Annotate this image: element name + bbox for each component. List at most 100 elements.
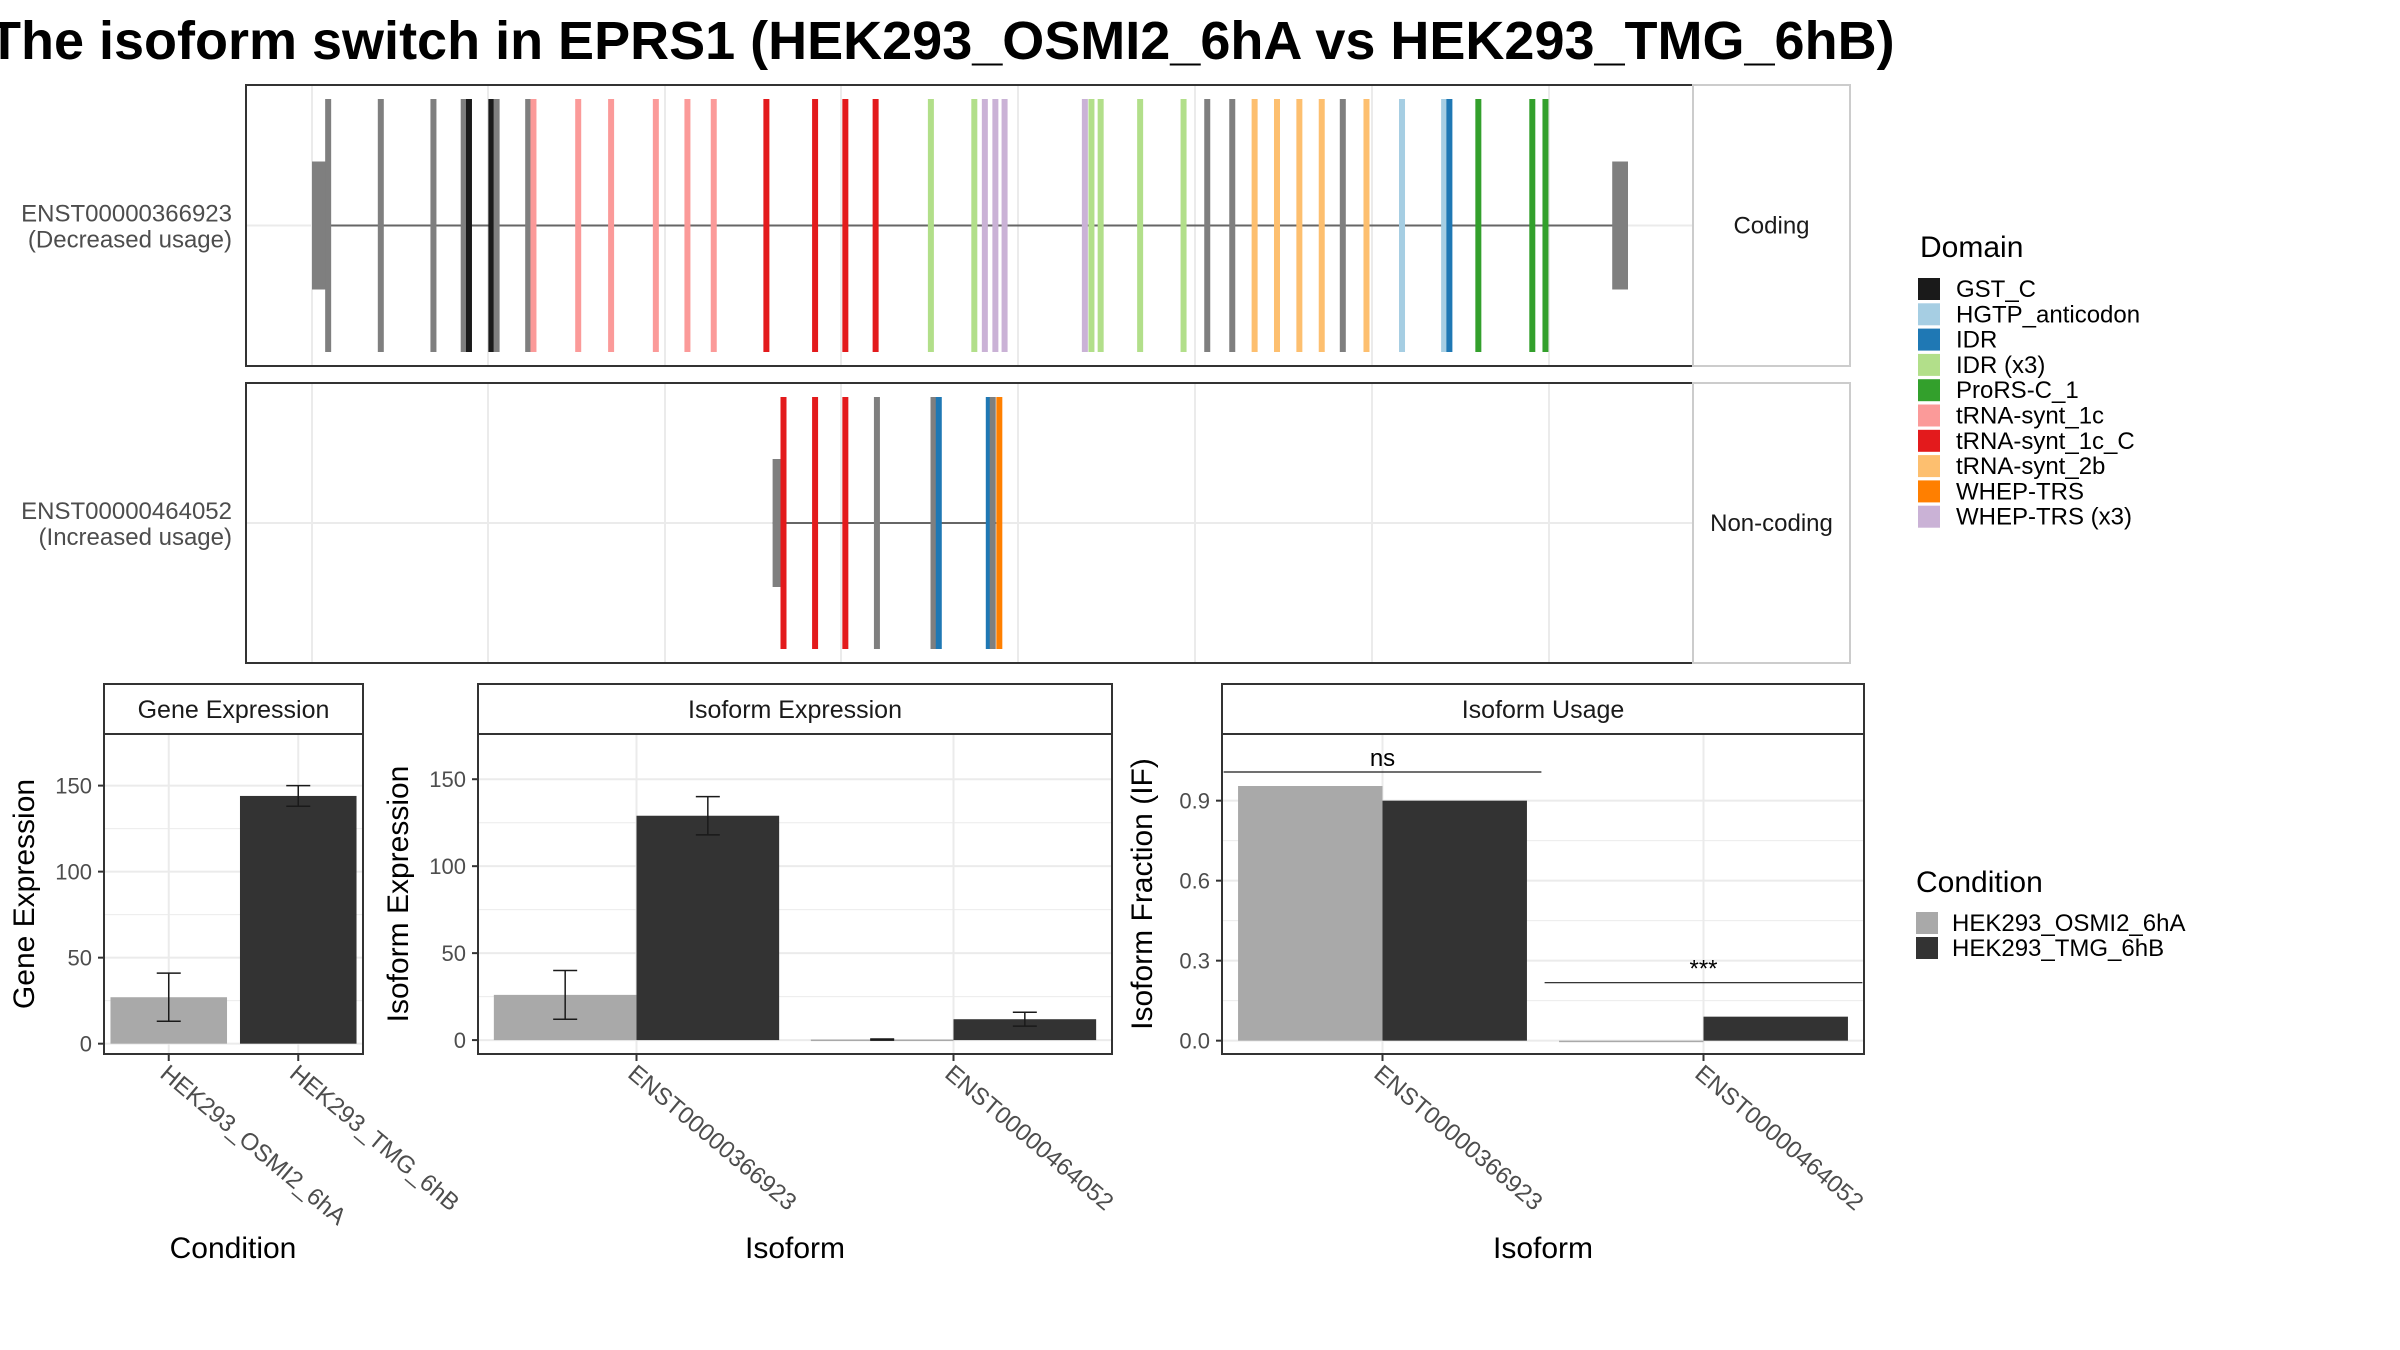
exon-block bbox=[1137, 99, 1144, 352]
strip-panel bbox=[1692, 382, 1851, 664]
exon-block bbox=[971, 99, 978, 352]
bar bbox=[1238, 786, 1383, 1041]
exon-block bbox=[1273, 99, 1280, 352]
exon-block bbox=[652, 99, 659, 352]
exon-block bbox=[493, 99, 500, 352]
condition-legend-title: Condition bbox=[1916, 866, 2043, 899]
exon-block bbox=[1296, 99, 1303, 352]
y-tick-label: 50 bbox=[442, 941, 466, 966]
exon-block bbox=[460, 99, 467, 352]
domain-legend-key bbox=[1918, 480, 1940, 503]
exon-block bbox=[930, 397, 937, 649]
transcript-id-label: ENST00000366923 bbox=[21, 201, 232, 228]
domain-legend-key bbox=[1918, 429, 1940, 452]
y-tick-label: 50 bbox=[68, 946, 92, 971]
exon-block bbox=[1180, 99, 1187, 352]
y-tick-label: 0.3 bbox=[1179, 949, 1210, 974]
domain-legend-key bbox=[1918, 505, 1940, 528]
exon-block bbox=[608, 99, 615, 352]
exon-block bbox=[1529, 99, 1536, 352]
exon-block bbox=[710, 99, 717, 352]
exon-block bbox=[1446, 99, 1453, 352]
exon-block bbox=[992, 99, 999, 352]
y-tick-label: 0.9 bbox=[1179, 789, 1210, 814]
facet-title: Gene Expression bbox=[138, 696, 330, 724]
domain-legend-key bbox=[1918, 303, 1940, 326]
exon-block bbox=[1318, 99, 1325, 352]
utr-block bbox=[312, 161, 328, 290]
facet-strip bbox=[1221, 683, 1865, 735]
domain-legend-label: HGTP_anticodon bbox=[1956, 301, 2140, 328]
domain-legend-title: Domain bbox=[1920, 231, 2023, 264]
y-tick-label: 100 bbox=[55, 860, 92, 885]
domain-legend-key bbox=[1918, 455, 1940, 478]
exon-block bbox=[996, 397, 1003, 649]
exon-block bbox=[1204, 99, 1211, 352]
x-tick-label: ENST00000366923 bbox=[623, 1060, 802, 1216]
exon-block bbox=[780, 397, 787, 649]
exon-block bbox=[525, 99, 532, 352]
exon-block bbox=[1097, 99, 1104, 352]
domain-legend-key bbox=[1918, 353, 1940, 376]
exon-block bbox=[1251, 99, 1258, 352]
y-axis-title: Isoform Fraction (IF) bbox=[1126, 758, 1159, 1030]
bar bbox=[1703, 1016, 1848, 1041]
strip-label: Coding bbox=[1733, 213, 1809, 240]
domain-legend-key bbox=[1918, 278, 1940, 300]
exon-block bbox=[842, 397, 849, 649]
condition-legend-key bbox=[1916, 912, 1938, 934]
facet-strip bbox=[477, 683, 1113, 735]
exon-block bbox=[684, 99, 691, 352]
exon-block bbox=[872, 99, 879, 352]
y-tick-label: 0.6 bbox=[1179, 869, 1210, 894]
condition-legend-label: HEK293_OSMI2_6hA bbox=[1952, 910, 2185, 937]
exon-block bbox=[530, 99, 537, 352]
domain-legend-key bbox=[1918, 404, 1940, 427]
domain-legend-label: IDR (x3) bbox=[1956, 352, 2045, 379]
exon-block bbox=[812, 397, 819, 649]
domain-legend-label: tRNA-synt_2b bbox=[1956, 453, 2105, 480]
exon-block bbox=[873, 397, 880, 649]
exon-block bbox=[812, 99, 819, 352]
y-tick-label: 150 bbox=[55, 774, 92, 799]
exon-block bbox=[989, 397, 996, 649]
domain-legend-label: ProRS-C_1 bbox=[1956, 377, 2079, 404]
exon-block bbox=[1363, 99, 1370, 352]
exon-block bbox=[842, 99, 849, 352]
bar bbox=[1382, 800, 1527, 1041]
y-tick-label: 0.0 bbox=[1179, 1029, 1210, 1054]
domain-legend-label: tRNA-synt_1c bbox=[1956, 403, 2104, 430]
exon-block bbox=[1001, 99, 1008, 352]
exon-block bbox=[935, 397, 942, 649]
utr-block bbox=[772, 459, 783, 587]
domain-legend-key bbox=[1918, 379, 1940, 402]
condition-legend-key bbox=[1916, 937, 1938, 959]
y-tick-label: 150 bbox=[429, 767, 466, 792]
exon-block bbox=[927, 99, 934, 352]
bar bbox=[239, 795, 357, 1044]
exon-block bbox=[985, 397, 992, 649]
exon-block bbox=[325, 99, 332, 352]
x-tick-label: ENST00000366923 bbox=[1369, 1060, 1548, 1216]
exon-block bbox=[1475, 99, 1482, 352]
condition-legend-label: HEK293_TMG_6hB bbox=[1952, 935, 2164, 962]
strip-panel bbox=[1692, 84, 1851, 367]
chart-title: The isoform switch in EPRS1 (HEK293_OSMI… bbox=[0, 11, 1895, 71]
exon-block bbox=[1088, 99, 1095, 352]
x-tick-label: ENST00000464052 bbox=[940, 1060, 1119, 1216]
significance-label: *** bbox=[1689, 956, 1717, 983]
exon-block bbox=[1542, 99, 1549, 352]
domain-legend-label: GST_C bbox=[1956, 276, 2036, 303]
exon-block bbox=[430, 99, 437, 352]
exon-block bbox=[1081, 99, 1088, 352]
exon-block bbox=[377, 99, 384, 352]
y-tick-label: 0 bbox=[80, 1032, 92, 1057]
utr-block bbox=[1612, 161, 1628, 290]
domain-legend-label: tRNA-synt_1c_C bbox=[1956, 428, 2135, 455]
y-axis-title: Isoform Expression bbox=[382, 766, 415, 1023]
domain-legend-label: WHEP-TRS (x3) bbox=[1956, 504, 2132, 531]
bar bbox=[636, 815, 780, 1041]
transcript-id-label: ENST00000464052 bbox=[21, 498, 232, 525]
facet-title: Isoform Expression bbox=[688, 696, 902, 724]
